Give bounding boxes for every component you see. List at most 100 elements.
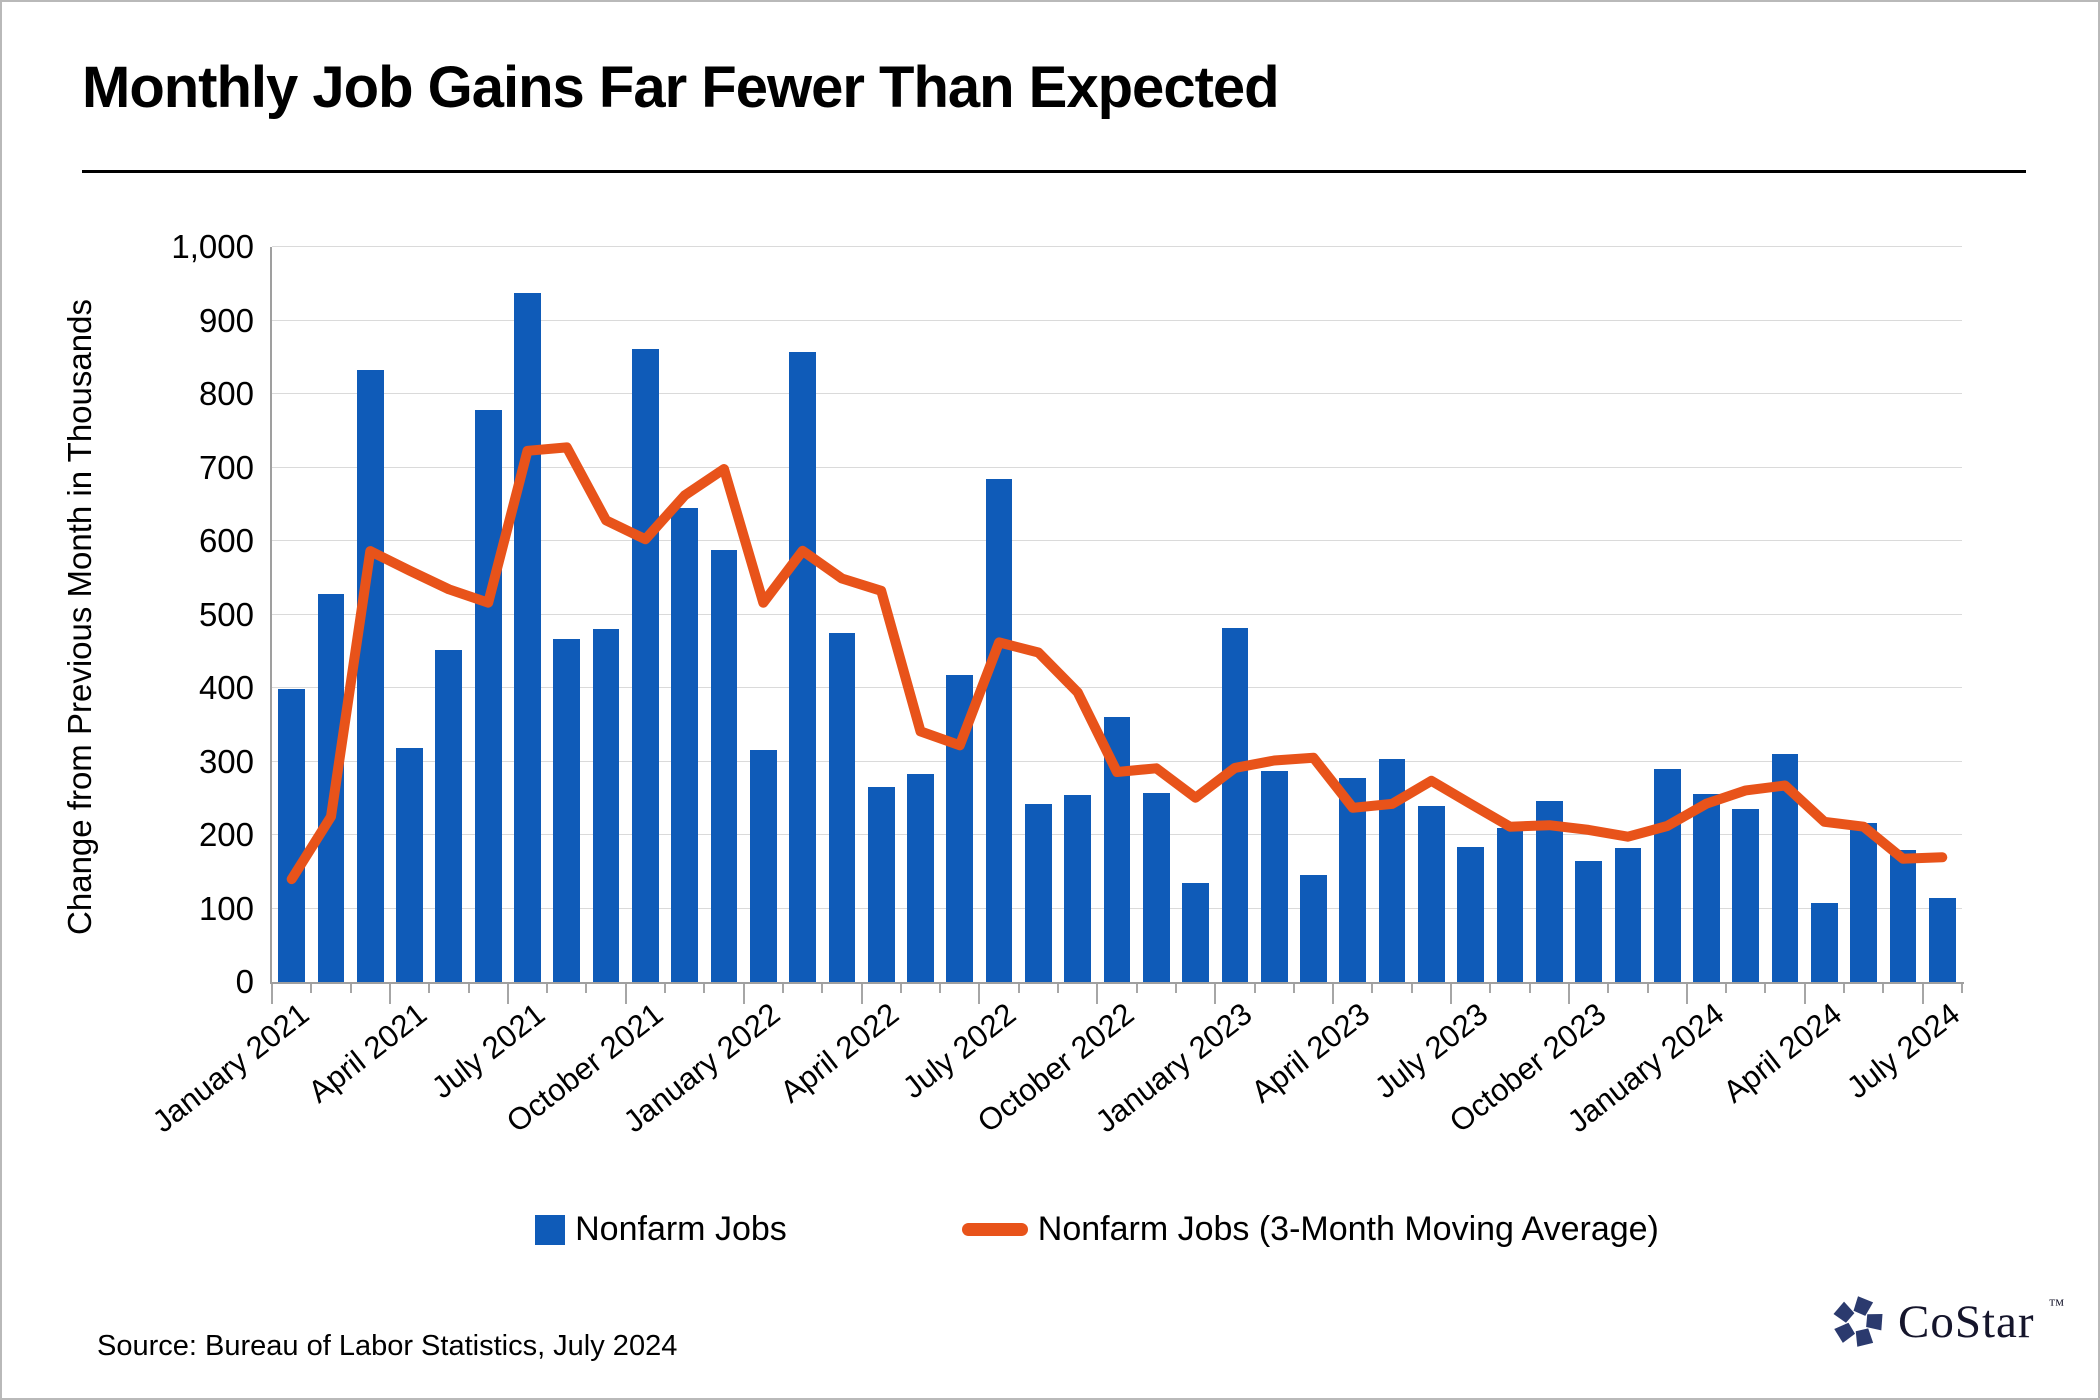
y-tick-label: 100 [198, 889, 254, 927]
x-axis-tick [1803, 984, 1806, 1004]
source-note: Source: Bureau of Labor Statistics, July… [97, 1330, 678, 1362]
bar-september-2021 [592, 629, 620, 982]
bar-september-2023 [1535, 801, 1563, 982]
x-axis-tick [1882, 984, 1885, 993]
x-axis-tick [467, 984, 470, 993]
bar-november-2023 [1614, 848, 1642, 982]
x-axis-tick [1764, 984, 1767, 993]
bar-august-2022 [1025, 804, 1052, 982]
y-axis-line [270, 247, 272, 984]
x-axis-baseline [270, 982, 1964, 984]
x-axis-tick [1489, 984, 1492, 993]
bar-january-2021 [278, 689, 305, 982]
costar-logo: CoStar ™ [1830, 1294, 2064, 1350]
x-axis-tick [1135, 984, 1138, 993]
blue-square-swatch-icon [535, 1214, 566, 1245]
x-axis-tick [1961, 984, 1963, 993]
bar-april-2021 [396, 748, 423, 982]
bar-november-2022 [1142, 793, 1170, 982]
y-tick-label: 500 [198, 595, 254, 633]
bar-may-2024 [1850, 823, 1878, 982]
x-axis-tick [271, 984, 273, 1004]
bar-may-2021 [435, 649, 463, 982]
bar-may-2022 [907, 773, 934, 982]
bar-june-2024 [1889, 850, 1917, 982]
x-axis-tick [860, 984, 863, 1004]
x-axis-tick [781, 984, 784, 993]
page-title: Monthly Job Gains Far Fewer Than Expecte… [82, 55, 1280, 120]
x-axis-tick [388, 984, 391, 1004]
grid-line [272, 687, 1962, 688]
x-axis-tick [1646, 984, 1649, 993]
x-axis-tick [1096, 984, 1099, 1004]
bar-april-2024 [1811, 902, 1838, 982]
x-axis-tick [1332, 984, 1335, 1004]
x-axis-tick [1450, 984, 1453, 1004]
grid-line [272, 246, 1962, 247]
x-axis-tick [1292, 984, 1295, 993]
legend-item-nonfarm-jobs: Nonfarm Jobs [535, 1210, 787, 1249]
x-axis-tick [1410, 984, 1413, 993]
x-axis-tick [1017, 984, 1020, 993]
bar-july-2021 [514, 292, 541, 982]
title-underline [82, 170, 2026, 173]
x-axis-tick [1725, 984, 1728, 993]
legend-label: Nonfarm Jobs (3-Month Moving Average) [1037, 1210, 1659, 1248]
x-tick-label-january-2021: January 2021 [145, 996, 316, 1140]
bar-march-2022 [828, 632, 856, 982]
grid-line [272, 613, 1962, 615]
bar-december-2022 [1182, 882, 1209, 982]
x-axis-tick [1921, 984, 1924, 1004]
grid-line [272, 319, 1962, 321]
bar-september-2022 [1064, 794, 1092, 982]
costar-logo-text: CoStar [1898, 1296, 2035, 1348]
pinwheel-star-icon [1830, 1296, 1886, 1350]
y-tick-label: 700 [198, 448, 254, 486]
x-axis-tick [624, 984, 627, 1004]
x-tick-label-april-2021: April 2021 [301, 996, 434, 1110]
x-axis-tick [1567, 984, 1570, 1004]
x-axis-tick [1253, 984, 1256, 993]
bar-march-2023 [1300, 874, 1327, 982]
x-axis-tick [899, 984, 902, 993]
x-axis-tick [1843, 984, 1846, 993]
x-axis-tick [1528, 984, 1531, 993]
y-tick-label: 200 [198, 816, 254, 853]
bar-august-2021 [553, 639, 581, 982]
bar-october-2023 [1575, 860, 1602, 982]
x-axis-tick [349, 984, 352, 993]
bar-june-2021 [474, 410, 502, 982]
x-axis-tick [1371, 984, 1374, 993]
x-axis-tick [546, 984, 549, 993]
bar-december-2023 [1653, 768, 1681, 982]
y-tick-label: 900 [198, 301, 254, 339]
x-axis-tick [585, 984, 588, 993]
x-tick-label-april-2024: April 2024 [1716, 996, 1849, 1110]
bar-january-2024 [1693, 793, 1720, 982]
bar-july-2024 [1928, 898, 1956, 982]
x-tick-label-april-2023: April 2023 [1244, 996, 1377, 1110]
bar-march-2021 [356, 369, 384, 982]
bar-february-2024 [1732, 808, 1760, 982]
x-axis-tick [703, 984, 706, 993]
x-axis-tick [1214, 984, 1217, 1004]
x-axis-tick [1174, 984, 1177, 993]
bar-january-2022 [749, 750, 777, 982]
x-axis-tick [939, 984, 942, 993]
y-tick-label: 300 [198, 742, 254, 780]
bar-october-2021 [632, 349, 659, 982]
bar-july-2023 [1457, 846, 1485, 982]
plot-area [270, 246, 1964, 984]
bar-january-2023 [1221, 627, 1249, 982]
bar-august-2023 [1496, 827, 1524, 982]
orange-line-swatch-icon [961, 1223, 1028, 1236]
y-tick-label: 600 [198, 522, 254, 559]
x-axis-tick [821, 984, 824, 993]
x-axis-tick [978, 984, 981, 1004]
x-axis-tick [742, 984, 745, 1004]
bar-december-2021 [710, 549, 738, 982]
moving-average-line [286, 442, 1948, 885]
x-axis-tick [1057, 984, 1060, 993]
y-axis-title: Change from Previous Month in Thousands [61, 299, 98, 935]
x-tick-label-april-2022: April 2022 [773, 996, 905, 1110]
